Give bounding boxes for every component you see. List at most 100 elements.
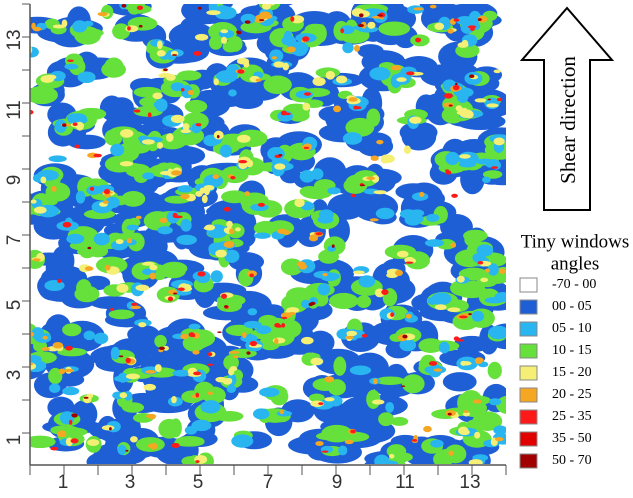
- blob: [444, 93, 453, 99]
- blob: [112, 23, 131, 40]
- blob: [395, 269, 403, 277]
- blob: [309, 393, 325, 403]
- legend-swatch: [519, 431, 538, 447]
- blob: [180, 129, 191, 134]
- blob: [281, 35, 297, 46]
- blob: [386, 272, 399, 279]
- blob: [300, 186, 333, 200]
- blob: [318, 402, 324, 406]
- blob: [315, 441, 324, 446]
- blob: [220, 29, 229, 34]
- legend-label: 35 - 50: [552, 431, 592, 446]
- legend: -70 - 00 00 - 05 05 - 10 10 - 15 15 - 20 20 -…: [519, 277, 596, 469]
- blob: [327, 245, 337, 252]
- blob: [357, 24, 365, 28]
- legend-swatch: [519, 453, 538, 469]
- blob: [308, 234, 319, 242]
- blob: [470, 26, 475, 32]
- blob: [128, 217, 141, 227]
- legend-swatch: [519, 409, 538, 425]
- blob: [328, 292, 359, 309]
- blob: [127, 324, 160, 344]
- blob: [390, 74, 402, 88]
- blob: [336, 75, 348, 84]
- blob: [58, 368, 66, 375]
- blob: [450, 242, 457, 248]
- blob: [238, 160, 248, 164]
- blob: [456, 15, 474, 26]
- blob: [390, 312, 395, 318]
- blob: [215, 249, 227, 258]
- blob: [194, 33, 209, 41]
- blob: [312, 77, 326, 87]
- blob: [93, 232, 110, 246]
- blob: [150, 442, 158, 450]
- blob: [375, 207, 395, 220]
- blob: [87, 439, 100, 446]
- blob: [175, 435, 205, 447]
- blob: [480, 277, 489, 283]
- blob: [247, 308, 258, 316]
- blob: [40, 75, 55, 83]
- blob: [66, 233, 85, 244]
- blob: [57, 347, 87, 357]
- y-tick-label: 1: [4, 435, 25, 446]
- y-tick-label: 3: [4, 370, 25, 381]
- blob: [67, 59, 74, 63]
- blob: [156, 286, 180, 303]
- blob: [236, 30, 240, 34]
- blob: [68, 419, 73, 425]
- blob: [405, 313, 412, 319]
- blob: [493, 137, 505, 146]
- blob: [303, 146, 310, 149]
- blob: [199, 187, 206, 194]
- blob: [459, 315, 468, 319]
- blob: [340, 28, 345, 34]
- blob: [67, 113, 81, 124]
- blob: [32, 258, 41, 262]
- blob: [125, 449, 129, 452]
- blob: [428, 361, 438, 366]
- blob: [493, 425, 506, 435]
- blob: [274, 163, 286, 170]
- blob: [371, 399, 385, 405]
- blob: [259, 11, 271, 18]
- blob: [188, 329, 216, 348]
- blob: [377, 14, 383, 17]
- blob: [493, 69, 501, 74]
- blob: [445, 151, 460, 166]
- blob: [484, 268, 490, 273]
- blob: [163, 68, 168, 72]
- blob: [30, 199, 37, 204]
- blob: [271, 56, 278, 60]
- blob: [75, 121, 84, 131]
- blob: [482, 176, 491, 184]
- blob: [101, 425, 115, 431]
- blob: [42, 335, 48, 340]
- blob: [328, 377, 333, 382]
- blob: [170, 114, 185, 124]
- blob: [149, 264, 158, 271]
- blob: [57, 279, 62, 284]
- blob: [349, 365, 372, 376]
- blob: [224, 305, 228, 308]
- blob: [369, 218, 379, 222]
- blob: [109, 427, 112, 431]
- blob: [171, 170, 182, 176]
- blob: [456, 275, 465, 283]
- blob: [180, 333, 189, 340]
- blob: [125, 357, 131, 364]
- blob: [197, 271, 206, 277]
- blob: [89, 296, 136, 310]
- blob: [413, 7, 424, 11]
- blob: [192, 350, 200, 355]
- blob: [213, 78, 219, 86]
- blob: [442, 372, 477, 392]
- blob: [404, 256, 415, 264]
- blob: [231, 434, 254, 448]
- blob: [396, 77, 407, 82]
- blob: [31, 327, 45, 341]
- blob: [488, 398, 502, 406]
- blob: [173, 292, 178, 295]
